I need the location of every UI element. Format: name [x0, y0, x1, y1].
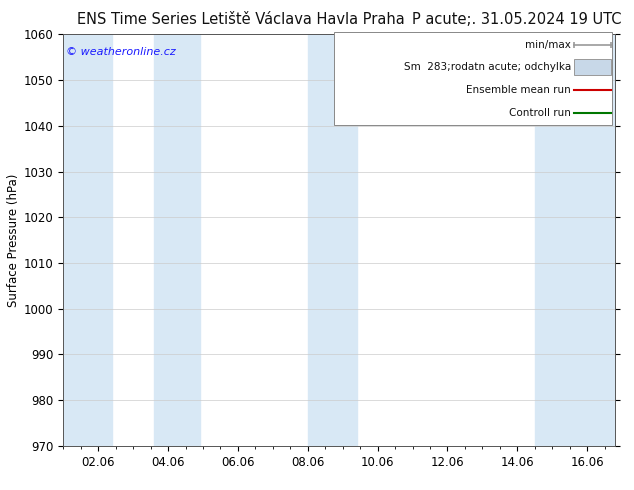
Bar — [154, 34, 200, 446]
Text: © weatheronline.cz: © weatheronline.cz — [66, 47, 176, 57]
Text: Controll run: Controll run — [509, 107, 571, 118]
Bar — [307, 34, 357, 446]
Text: Ensemble mean run: Ensemble mean run — [466, 85, 571, 95]
Text: min/max: min/max — [525, 40, 571, 49]
FancyBboxPatch shape — [574, 59, 611, 75]
Text: P acute;. 31.05.2024 19 UTC: P acute;. 31.05.2024 19 UTC — [412, 12, 621, 27]
Text: Sm  283;rodatn acute; odchylka: Sm 283;rodatn acute; odchylka — [404, 62, 571, 72]
Text: min/max: min/max — [525, 40, 571, 49]
FancyBboxPatch shape — [574, 59, 611, 75]
FancyBboxPatch shape — [333, 32, 612, 125]
Bar — [63, 34, 112, 446]
Text: Sm  283;rodatn acute; odchylka: Sm 283;rodatn acute; odchylka — [404, 62, 571, 72]
Text: Controll run: Controll run — [509, 107, 571, 118]
Bar — [534, 34, 615, 446]
Text: ENS Time Series Letiště Václava Havla Praha: ENS Time Series Letiště Václava Havla Pr… — [77, 12, 404, 27]
Text: Ensemble mean run: Ensemble mean run — [466, 85, 571, 95]
Y-axis label: Surface Pressure (hPa): Surface Pressure (hPa) — [7, 173, 20, 307]
